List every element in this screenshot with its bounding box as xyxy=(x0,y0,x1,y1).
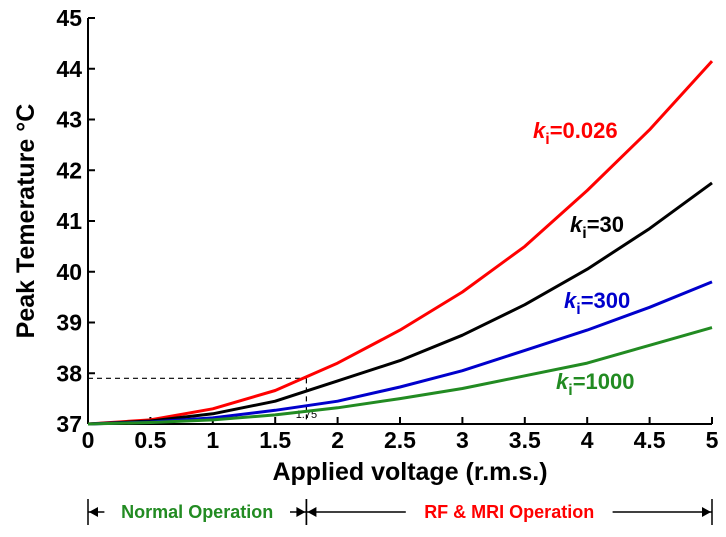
y-tick-label: 38 xyxy=(56,360,82,386)
x-tick-label: 4.5 xyxy=(634,427,666,453)
y-tick-label: 43 xyxy=(56,107,82,133)
region-arrowhead xyxy=(702,507,711,517)
y-tick-label: 44 xyxy=(56,56,82,82)
series-line xyxy=(87,60,714,426)
x-tick-label: 3.5 xyxy=(509,427,541,453)
y-axis-label: Peak Temerature °C xyxy=(12,104,40,339)
y-tick-label: 40 xyxy=(56,259,82,285)
x-tick-label: 2 xyxy=(331,427,344,453)
x-tick-label: 4 xyxy=(581,427,594,453)
series-label: ki=300 xyxy=(564,288,630,318)
series-label: ki=1000 xyxy=(556,369,635,399)
y-tick-label: 42 xyxy=(56,157,82,183)
x-tick-label: 1 xyxy=(206,427,219,453)
region-arrowhead xyxy=(89,507,98,517)
series-label: ki=0.026 xyxy=(533,118,618,148)
x-axis-label: Applied voltage (r.m.s.) xyxy=(272,458,547,486)
operation-regions: Normal Operation RF & MRI Operation xyxy=(87,499,713,525)
y-tick-label: 39 xyxy=(56,310,82,336)
x-tick-label: 0.5 xyxy=(134,427,166,453)
x-tick-label: 1.5 xyxy=(259,427,291,453)
series-line xyxy=(87,181,713,426)
y-tick-label: 41 xyxy=(56,208,82,234)
x-tick-label: 3 xyxy=(456,427,469,453)
region-label: Normal Operation xyxy=(121,502,273,522)
region-arrowhead xyxy=(307,507,317,517)
x-tick-label: 0 xyxy=(82,427,95,453)
x-tick-label: 5 xyxy=(706,427,719,453)
x-tick-label: 2.5 xyxy=(384,427,416,453)
y-tick-label: 45 xyxy=(56,5,82,31)
series-label: ki=30 xyxy=(570,212,624,242)
region-arrowhead xyxy=(296,507,306,517)
series-line xyxy=(87,326,713,426)
y-tick-label: 37 xyxy=(56,411,82,437)
region-label: RF & MRI Operation xyxy=(424,502,594,522)
